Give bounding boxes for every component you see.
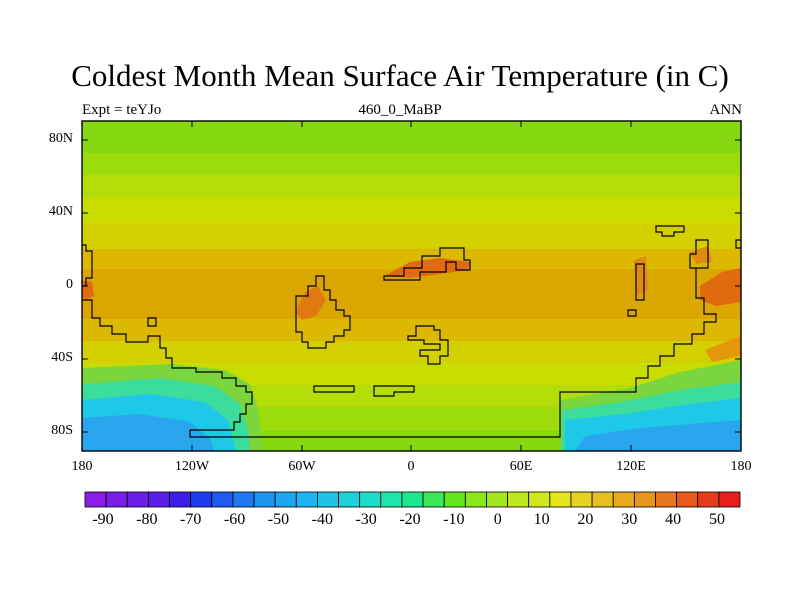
colorbar-label: 30	[621, 511, 638, 528]
coastlines	[82, 225, 741, 438]
colorbar-label: -40	[311, 511, 333, 528]
colorbar-swatch	[232, 491, 255, 508]
lon-label-120e: 120E	[616, 459, 646, 474]
colorbar-swatch	[718, 491, 741, 508]
season-label: ANN	[709, 102, 743, 118]
lat-label-40n: 40N	[48, 204, 73, 219]
colorbar-label: -90	[92, 511, 114, 528]
colorbar-label: 40	[665, 511, 682, 528]
period-label: 460_0_MaBP	[358, 102, 442, 118]
colorbar-label: -50	[267, 511, 290, 528]
colorbar-swatch	[633, 491, 656, 508]
experiment-label: Expt = teYJo	[82, 102, 162, 118]
colorbar-swatch	[253, 491, 276, 508]
colorbar-label: 10	[533, 511, 550, 528]
temperature-field	[82, 121, 741, 451]
colorbar-swatch	[528, 491, 551, 508]
colorbar-label: -10	[443, 511, 465, 528]
colorbar-swatch	[612, 491, 635, 508]
colorbar-swatch	[169, 491, 192, 508]
colorbar-swatch	[591, 491, 614, 508]
colorbar-swatch	[655, 491, 678, 508]
lon-label-60e: 60E	[509, 459, 533, 474]
lon-label-120w: 120W	[174, 459, 210, 474]
colorbar-label: -80	[136, 511, 158, 528]
colorbar-label: -20	[399, 511, 421, 528]
colorbar-label: 0	[493, 511, 502, 528]
colorbar-swatch	[211, 491, 234, 508]
colorbar-label: 50	[709, 511, 725, 528]
lon-label-60w: 60W	[288, 459, 316, 474]
lon-label-180e: 180	[730, 459, 752, 474]
lat-label-40s: 40S	[51, 350, 73, 365]
lon-label-180w: 180	[71, 459, 93, 474]
colorbar-swatch	[317, 491, 339, 508]
colorbar-label: -30	[355, 511, 377, 528]
colorbar-swatch	[84, 491, 107, 508]
lon-label-0: 0	[407, 459, 415, 474]
colorbar-swatch	[507, 491, 530, 508]
colorbar-swatch	[570, 491, 593, 508]
colorbar-swatch	[676, 491, 699, 508]
lat-label-80n: 80N	[48, 131, 73, 146]
colorbar-swatch	[486, 491, 508, 508]
colorbar-label: -60	[223, 511, 246, 528]
colorbar-swatch	[464, 491, 487, 508]
colorbar-swatch	[422, 491, 445, 508]
colorbar	[84, 491, 741, 508]
colorbar-swatch	[338, 491, 361, 508]
map-title: Coldest Month Mean Surface Air Temperatu…	[71, 58, 729, 93]
colorbar-label: -70	[180, 511, 202, 528]
colorbar-swatch	[380, 491, 403, 508]
colorbar-swatch	[359, 491, 382, 508]
colorbar-swatch	[443, 491, 466, 508]
colorbar-swatch	[274, 491, 297, 508]
colorbar-swatch	[549, 491, 572, 508]
colorbar-swatch	[401, 491, 424, 508]
axis-ticks	[82, 121, 741, 451]
colorbar-swatch	[126, 491, 149, 508]
lat-label-80s: 80S	[51, 423, 73, 438]
colorbar-swatch	[697, 491, 720, 508]
colorbar-swatch	[295, 491, 318, 508]
colorbar-label: 20	[577, 511, 594, 528]
colorbar-swatch	[190, 491, 213, 508]
colorbar-swatch	[105, 491, 128, 508]
lat-label-0: 0	[66, 277, 73, 292]
colorbar-swatch	[147, 491, 170, 508]
